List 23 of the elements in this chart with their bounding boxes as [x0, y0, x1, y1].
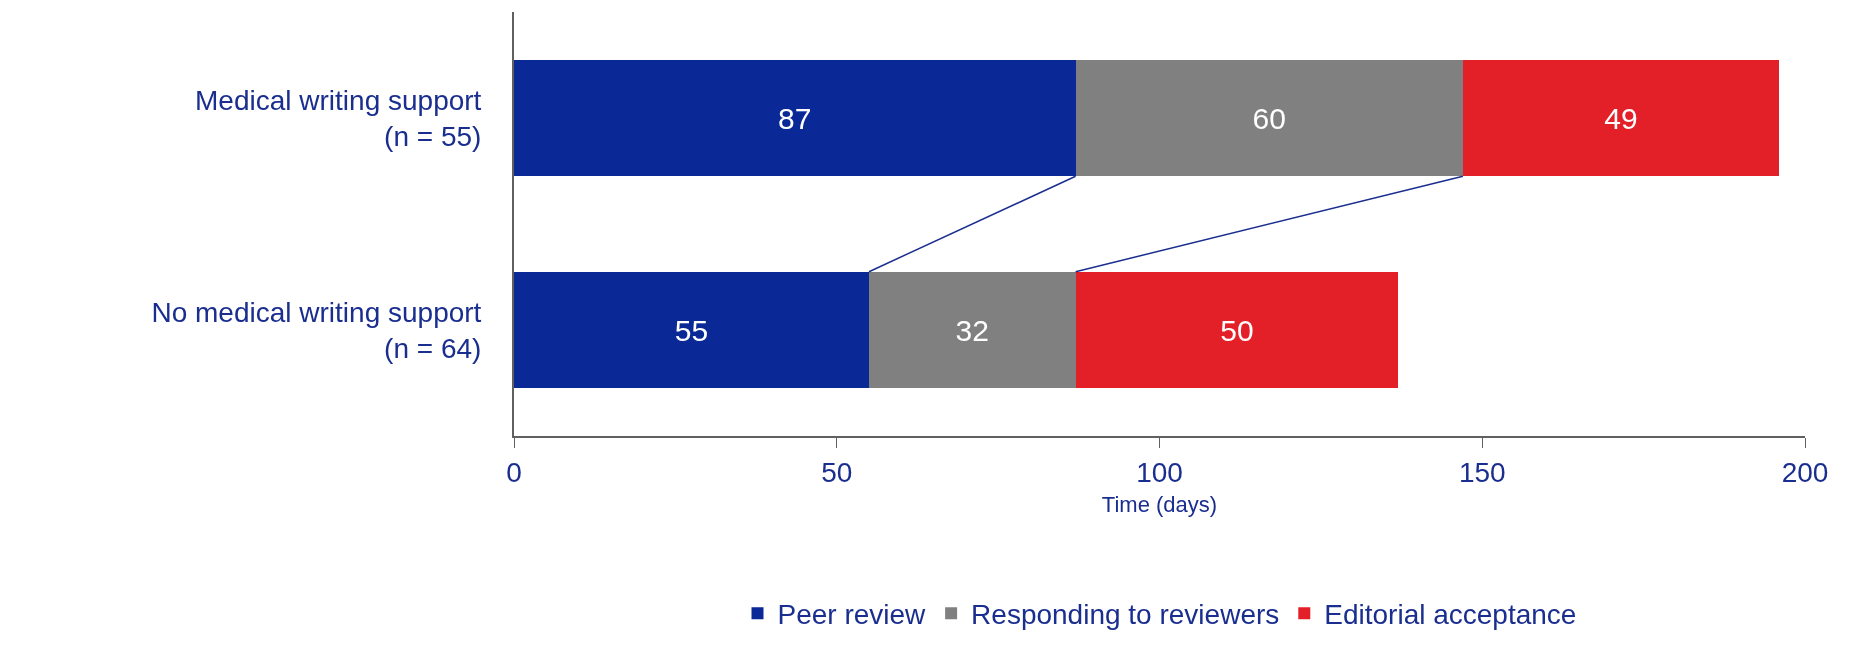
- data-label: 55: [674, 313, 709, 347]
- data-label: 60: [1252, 101, 1286, 135]
- x-tick-label: 50: [821, 456, 853, 488]
- x-tick-label: 100: [1136, 456, 1183, 488]
- bar: [514, 59, 1076, 177]
- x-tick-label: 150: [1458, 456, 1506, 488]
- legend-label: Peer review: [777, 599, 927, 631]
- legend-label: Editorial acceptance: [1324, 599, 1577, 631]
- bar: [1075, 59, 1463, 177]
- bar: [869, 271, 1076, 389]
- data-label: 87: [778, 101, 812, 135]
- x-axis-title: Time (days): [1101, 492, 1218, 517]
- y-tick-label: Medical writing support (n = 55): [195, 84, 482, 152]
- legend-label: Responding to reviewers: [971, 599, 1280, 631]
- bar: [514, 271, 870, 389]
- data-label: 49: [1604, 101, 1638, 135]
- data-label: 32: [955, 313, 989, 347]
- x-tick-label: 0: [506, 456, 522, 488]
- y-tick-label: No medical writing support (n = 64): [151, 296, 482, 364]
- data-label: 50: [1220, 313, 1254, 347]
- bar: [1075, 271, 1399, 389]
- x-tick-label: 200: [1781, 456, 1829, 488]
- bar: [1462, 59, 1780, 177]
